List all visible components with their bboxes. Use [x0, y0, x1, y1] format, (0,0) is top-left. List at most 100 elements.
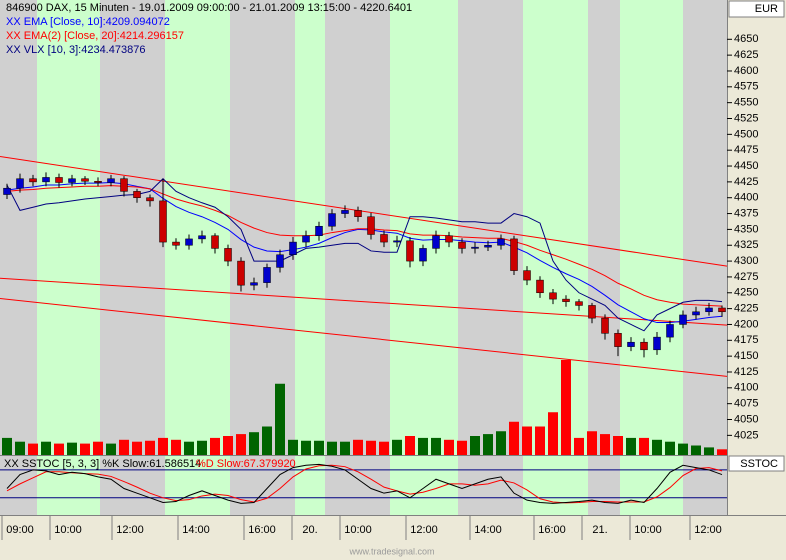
volume-bar	[145, 440, 155, 455]
volume-bar	[67, 442, 77, 455]
volume-bar	[652, 439, 662, 455]
volume-bar	[158, 437, 168, 455]
y-tick-label: 4475	[734, 144, 758, 156]
y-tick-label: 4450	[734, 160, 758, 172]
volume-bar	[119, 439, 129, 455]
currency: EUR	[755, 3, 778, 15]
y-tick-label: 4175	[734, 334, 758, 346]
stoch-label-d: %D Slow:67.379920	[196, 458, 296, 470]
volume-bar	[236, 434, 246, 455]
stoch-k-line	[6, 463, 723, 504]
volume-bar	[548, 412, 558, 455]
candle-body	[549, 292, 557, 300]
y-tick-label: 4300	[734, 255, 758, 267]
candle-body	[679, 314, 687, 325]
candle-body	[29, 178, 37, 183]
volume-bar	[704, 447, 714, 455]
indicator-label: XX EMA(2) [Close, 20]:4214.296157	[6, 30, 184, 42]
time-axis	[0, 516, 786, 560]
x-tick-label: 21.	[592, 524, 607, 536]
trendline	[0, 156, 728, 267]
x-tick-label: 14:00	[182, 524, 210, 536]
y-tick-label: 4025	[734, 429, 758, 441]
candle-body	[458, 241, 466, 249]
candle-body	[211, 235, 219, 249]
y-tick-label: 4050	[734, 413, 758, 425]
y-tick-label: 4550	[734, 97, 758, 109]
volume-bar	[340, 441, 350, 455]
right-axis	[727, 0, 786, 515]
y-tick-label: 4125	[734, 366, 758, 378]
candle-body	[523, 270, 531, 281]
candle-body	[172, 241, 180, 246]
volume-bar	[665, 441, 675, 455]
candle-body	[16, 178, 24, 189]
candle-body	[497, 238, 505, 246]
volume-bar	[574, 437, 584, 455]
y-tick-label: 4500	[734, 128, 758, 140]
volume-bar	[15, 441, 25, 455]
session-bands	[37, 0, 683, 515]
volume-bar	[327, 441, 337, 455]
y-tick-label: 4225	[734, 303, 758, 315]
volume-bar	[561, 360, 571, 455]
volume-bar	[184, 441, 194, 455]
volume-bar	[639, 437, 649, 455]
candle-body	[484, 244, 492, 248]
candle-body	[3, 187, 11, 195]
y-tick-label: 4425	[734, 176, 758, 188]
volume-bar	[431, 437, 441, 455]
panel-name-box	[728, 455, 785, 472]
candle-body	[328, 213, 336, 227]
candle-body	[276, 254, 284, 268]
y-tick-label: 4600	[734, 65, 758, 77]
indicator-label: XX EMA [Close, 10]:4209.094072	[6, 16, 170, 28]
candle-body	[354, 210, 362, 217]
candle-body	[614, 333, 622, 347]
volume-bar	[535, 426, 545, 455]
candle-body	[68, 178, 76, 183]
y-tick-label: 4375	[734, 207, 758, 219]
volume-bar	[28, 443, 38, 455]
volume-bar	[275, 383, 285, 455]
candle-body	[445, 235, 453, 243]
volume-bar	[600, 434, 610, 455]
candle-body	[107, 178, 115, 183]
volume-bar	[678, 443, 688, 455]
volume-bar	[379, 441, 389, 455]
y-tick-label: 4150	[734, 350, 758, 362]
x-tick-label: 12:00	[410, 524, 438, 536]
volume-bar	[171, 439, 181, 455]
volume-bar	[717, 449, 727, 455]
y-tick-label: 4100	[734, 382, 758, 394]
volume-bar	[41, 441, 51, 455]
volume-bar	[132, 441, 142, 455]
candle-body	[198, 235, 206, 240]
candle-body	[133, 191, 141, 198]
candle-body	[380, 234, 388, 243]
candle-body	[471, 246, 479, 249]
volume-bar	[249, 432, 259, 455]
candle-body	[55, 177, 63, 183]
chart-title: 846900 DAX, 15 Minuten - 19.01.2009 09:0…	[6, 2, 412, 14]
candle-body	[302, 235, 310, 243]
candle-body	[406, 240, 414, 262]
volume-bar	[444, 439, 454, 455]
x-tick-label: 20.	[302, 524, 317, 536]
volume-bar	[405, 436, 415, 455]
candle-body	[367, 216, 375, 235]
y-tick-label: 4250	[734, 287, 758, 299]
candle-body	[510, 238, 518, 271]
candle-body	[250, 282, 258, 286]
candle-body	[653, 336, 661, 351]
candle-body	[601, 317, 609, 334]
candle-body	[640, 341, 648, 351]
x-tick-label: 16:00	[538, 524, 566, 536]
candle-body	[81, 178, 89, 182]
candle-body	[263, 267, 271, 283]
candle-body	[705, 307, 713, 313]
candle-body	[419, 248, 427, 262]
volume-bar	[483, 434, 493, 455]
volume-bar	[457, 440, 467, 455]
